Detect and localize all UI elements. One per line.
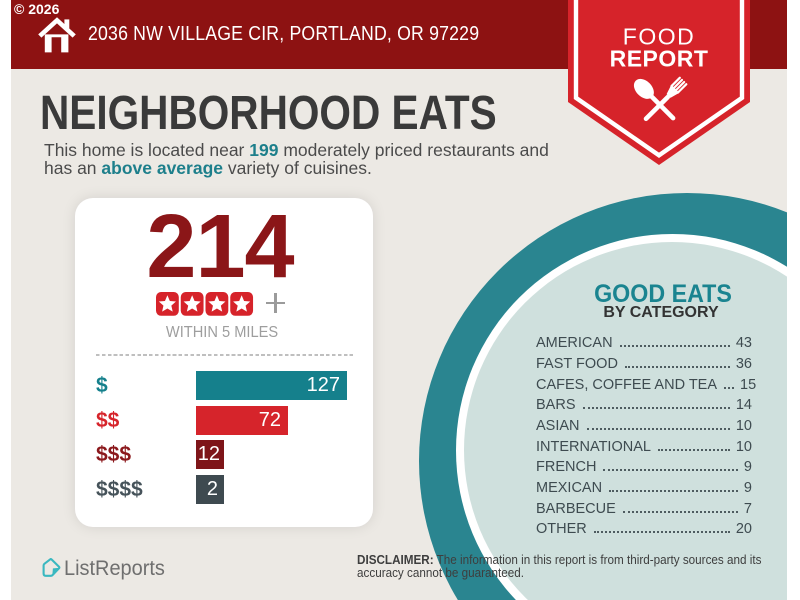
- svg-text:FOOD: FOOD: [623, 24, 695, 50]
- svg-text:REPORT: REPORT: [610, 45, 709, 71]
